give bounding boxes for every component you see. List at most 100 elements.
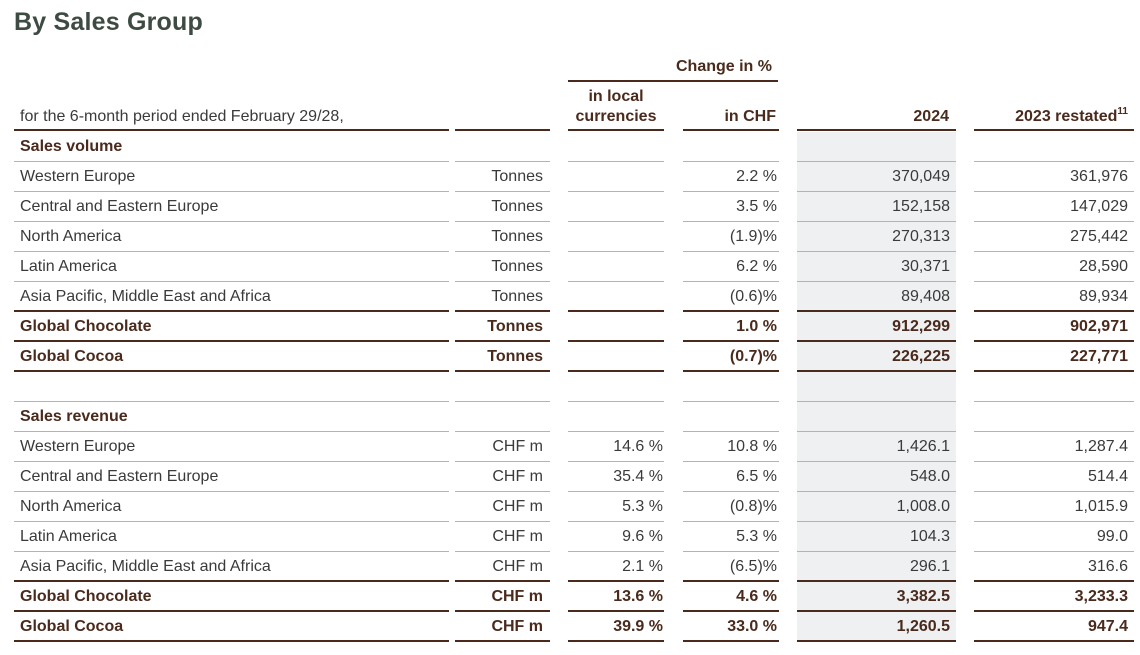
row-change-chf: 3.5 % <box>736 198 777 215</box>
thick-rule <box>683 129 779 131</box>
row-change-chf: (0.8)% <box>729 498 777 515</box>
thin-rule <box>683 491 779 492</box>
row-value-2023: 227,771 <box>1070 348 1128 365</box>
thin-rule <box>683 461 779 462</box>
thick-rule <box>568 640 664 642</box>
thin-rule <box>683 221 779 222</box>
row-change-chf: 5.3 % <box>736 528 777 545</box>
row-value-2023: 947.4 <box>1087 618 1128 635</box>
thin-rule <box>974 461 1134 462</box>
thin-rule <box>797 461 956 462</box>
row-value-2023: 3,233.3 <box>1074 588 1128 605</box>
thick-rule <box>797 340 956 342</box>
row-value-2024: 226,225 <box>892 348 950 365</box>
row-value-2023: 99.0 <box>1096 528 1128 545</box>
thick-rule <box>797 610 956 612</box>
thick-rule <box>568 129 664 131</box>
thick-rule <box>797 580 956 582</box>
row-value-2023: 1,015.9 <box>1074 498 1128 515</box>
thick-rule <box>974 340 1134 342</box>
row-value-2023: 902,971 <box>1070 318 1128 335</box>
thin-rule <box>455 491 550 492</box>
highlight-column-2024 <box>797 132 956 640</box>
thick-rule <box>568 310 664 312</box>
col-chf-header: in CHF <box>724 108 776 125</box>
thin-rule <box>683 251 779 252</box>
thin-rule <box>455 281 550 282</box>
row-unit: CHF m <box>491 618 543 635</box>
row-change-local: 39.9 % <box>613 618 663 635</box>
row-value-2024: 1,426.1 <box>896 438 950 455</box>
row-value-2024: 548.0 <box>909 468 950 485</box>
row-change-chf: (0.7)% <box>729 348 777 365</box>
thin-rule <box>797 281 956 282</box>
thin-rule <box>797 251 956 252</box>
row-unit: CHF m <box>491 588 543 605</box>
thin-rule <box>14 221 449 222</box>
thick-rule <box>974 580 1134 582</box>
thin-rule <box>455 521 550 522</box>
thin-rule <box>14 251 449 252</box>
row-unit: CHF m <box>492 558 543 575</box>
row-value-2024: 152,158 <box>892 198 950 215</box>
thick-rule <box>974 640 1134 642</box>
row-label: Western Europe <box>20 438 136 455</box>
thick-rule <box>455 370 550 372</box>
row-change-local: 5.3 % <box>622 498 663 515</box>
col-local-header-line2: currencies <box>575 108 657 125</box>
row-change-local: 35.4 % <box>613 468 663 485</box>
row-value-2023: 361,976 <box>1070 168 1128 185</box>
thick-rule <box>797 310 956 312</box>
col-2023-footnote: 11 <box>1117 106 1128 117</box>
thin-rule <box>14 551 449 552</box>
row-unit: Tonnes <box>491 168 543 185</box>
row-label: Central and Eastern Europe <box>20 198 219 215</box>
row-change-chf: (6.5)% <box>729 558 777 575</box>
thick-rule <box>14 129 449 131</box>
row-unit: Tonnes <box>491 258 543 275</box>
thin-rule <box>14 161 449 162</box>
thin-rule <box>455 191 550 192</box>
thin-rule <box>974 431 1134 432</box>
thick-rule <box>683 340 779 342</box>
thin-rule <box>568 461 664 462</box>
row-label: Global Chocolate <box>20 318 152 335</box>
thin-rule <box>974 191 1134 192</box>
thick-rule <box>683 370 779 372</box>
row-unit: CHF m <box>492 438 543 455</box>
thick-rule <box>455 610 550 612</box>
thin-rule <box>568 431 664 432</box>
row-label: Latin America <box>20 528 117 545</box>
thick-rule <box>974 310 1134 312</box>
row-change-chf: 10.8 % <box>727 438 777 455</box>
section-heading: Sales revenue <box>20 408 128 425</box>
thin-rule <box>974 251 1134 252</box>
row-value-2023: 1,287.4 <box>1074 438 1128 455</box>
thin-rule <box>455 431 550 432</box>
thin-rule <box>455 551 550 552</box>
period-label: for the 6-month period ended February 29… <box>20 108 344 125</box>
row-value-2023: 275,442 <box>1070 228 1128 245</box>
thin-rule <box>683 551 779 552</box>
thin-rule <box>568 551 664 552</box>
thin-rule <box>568 491 664 492</box>
row-change-chf: 4.6 % <box>736 588 777 605</box>
row-value-2024: 3,382.5 <box>896 588 950 605</box>
row-value-2024: 912,299 <box>892 318 950 335</box>
row-label: Global Chocolate <box>20 588 152 605</box>
thick-rule <box>14 340 449 342</box>
thick-rule <box>14 610 449 612</box>
row-value-2023: 316.6 <box>1087 558 1128 575</box>
row-value-2023: 514.4 <box>1087 468 1128 485</box>
thin-rule <box>14 491 449 492</box>
thin-rule <box>974 221 1134 222</box>
thick-rule <box>797 370 956 372</box>
thin-rule <box>568 251 664 252</box>
change-group-rule <box>568 80 778 82</box>
row-unit: Tonnes <box>487 348 543 365</box>
thin-rule <box>568 401 664 402</box>
thin-rule <box>974 551 1134 552</box>
thin-rule <box>974 491 1134 492</box>
row-unit: CHF m <box>492 528 543 545</box>
thin-rule <box>14 461 449 462</box>
